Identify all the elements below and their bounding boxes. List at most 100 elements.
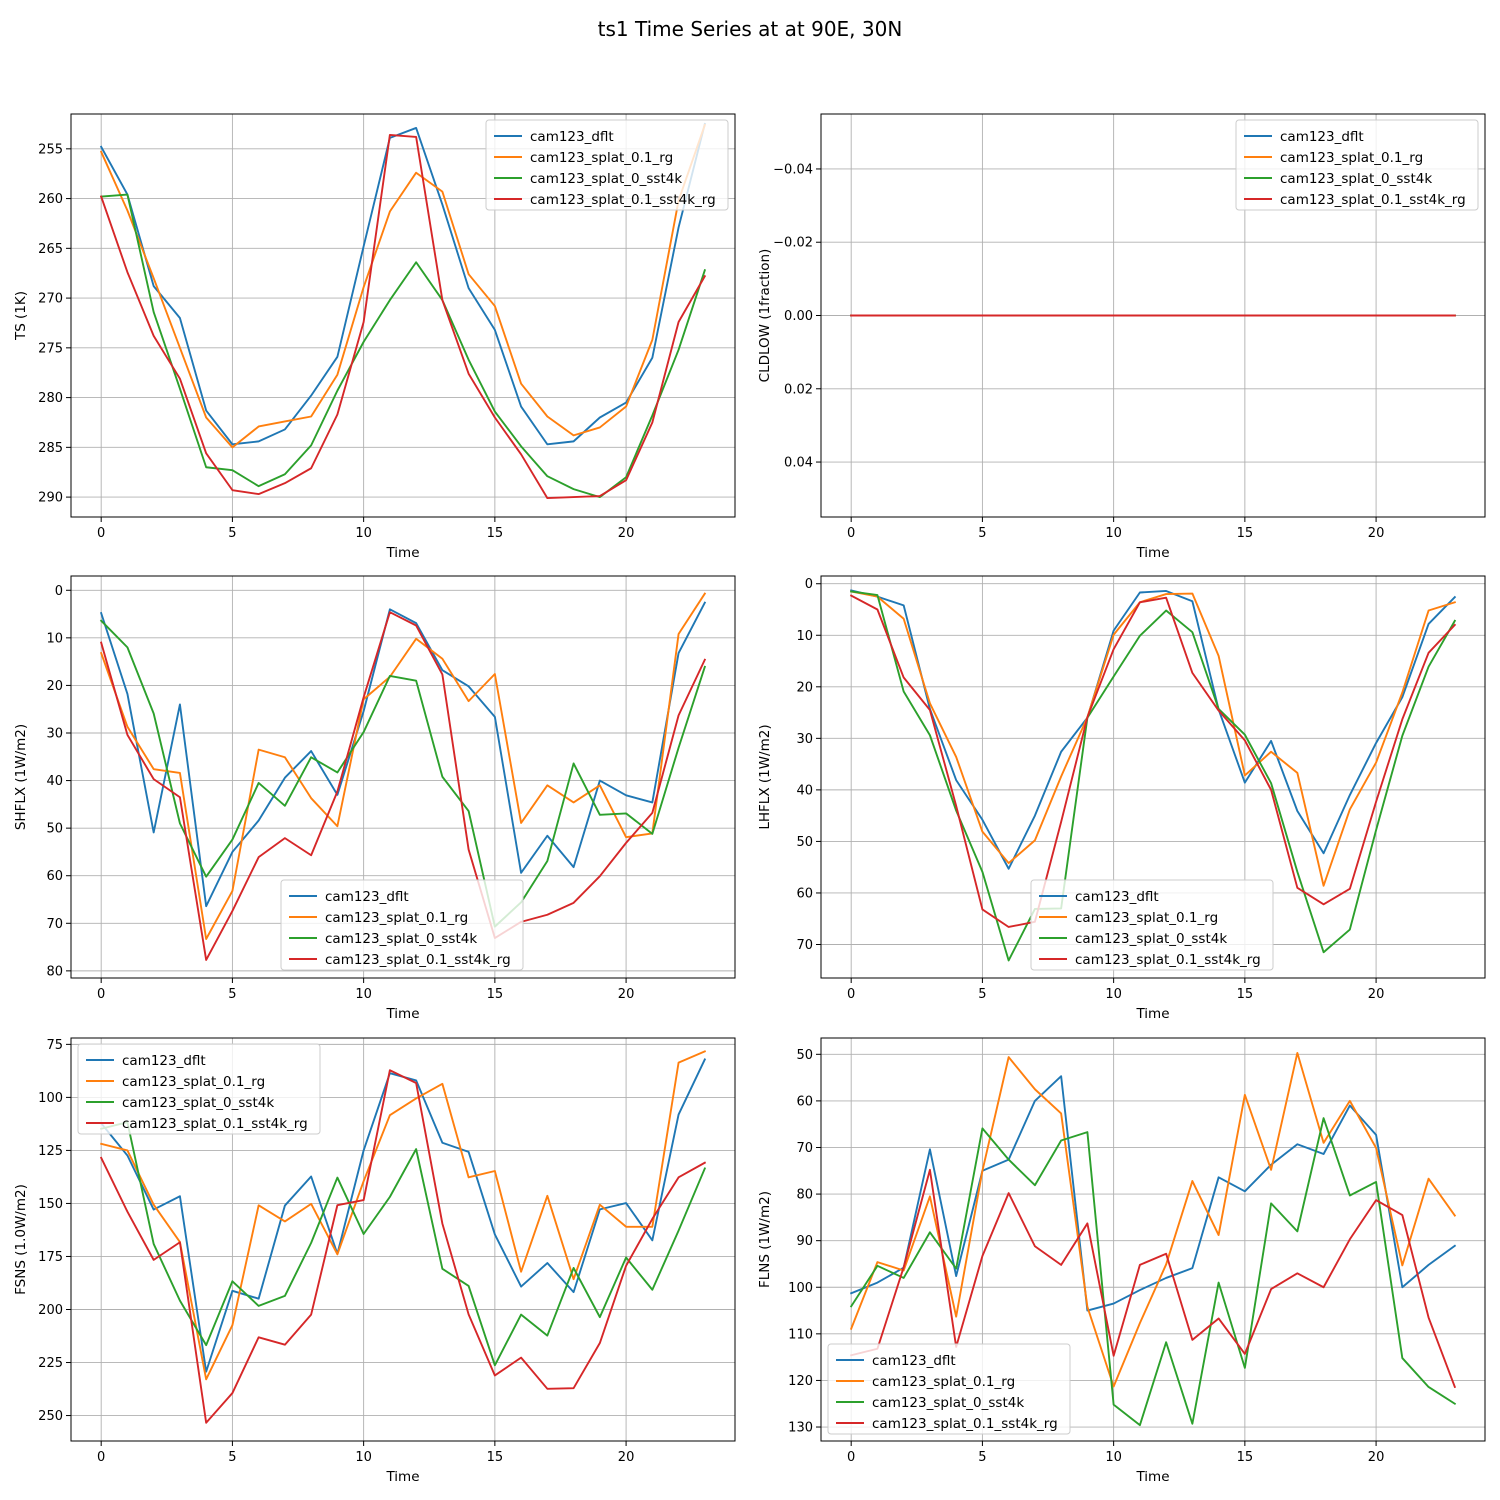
- series-line-cam123_splat_0_sst4k: [849, 1117, 1457, 1427]
- x-axis-label: Time: [385, 1006, 419, 1022]
- y-axis-label: SHFLX (1W/m2): [13, 724, 29, 830]
- legend-label: cam123_splat_0_sst4k: [122, 1095, 274, 1111]
- legend-label: cam123_splat_0.1_rg: [122, 1074, 265, 1090]
- axes-frame: [70, 1037, 736, 1442]
- x-tick-label: 5: [228, 1450, 236, 1465]
- x-tick-label: 10: [355, 987, 372, 1002]
- legend-box: [485, 119, 729, 211]
- x-tick-label: 10: [1105, 526, 1122, 541]
- x-tick-label: 5: [978, 1450, 986, 1465]
- y-axis-label: LHFLX (1W/m2): [757, 724, 773, 829]
- axes-frame: [70, 575, 736, 979]
- y-tick-label: 290: [38, 491, 63, 506]
- y-tick-label: 260: [38, 192, 63, 207]
- y-axis-label: FSNS (1.0W/m2): [13, 1184, 29, 1295]
- x-axis-label: Time: [1135, 1469, 1169, 1485]
- legend: cam123_dflt cam123_splat_0.1_rg cam123_spl…: [827, 1343, 1071, 1435]
- legend-box: [77, 1043, 321, 1135]
- legend: cam123_dflt cam123_splat_0.1_rg cam123_spl…: [485, 119, 729, 211]
- series-line-cam123_splat_0.1_sst4k_rg: [100, 611, 707, 961]
- y-tick-label: 280: [38, 391, 63, 406]
- series-line-cam123_splat_0_sst4k: [100, 193, 707, 499]
- series-line-cam123_splat_0_sst4k: [850, 590, 1457, 962]
- legend-label: cam123_splat_0.1_sst4k_rg: [872, 1416, 1058, 1432]
- series-line-cam123_splat_0.1_rg: [99, 123, 707, 449]
- figure-title: ts1 Time Series at at 90E, 30N: [598, 17, 903, 41]
- y-tick-label: 40: [46, 774, 63, 789]
- legend: cam123_dflt cam123_splat_0.1_rg cam123_spl…: [280, 879, 524, 971]
- legend-box: [1235, 119, 1479, 211]
- x-tick-label: 10: [355, 526, 372, 541]
- legend-label: cam123_splat_0_sst4k: [872, 1395, 1024, 1411]
- y-tick-label: 50: [796, 1048, 813, 1063]
- legend: cam123_dflt cam123_splat_0.1_rg cam123_spl…: [1235, 119, 1479, 211]
- x-tick-label: 5: [228, 526, 236, 541]
- x-tick-label: 0: [97, 1450, 105, 1465]
- y-tick-label: 0.04: [784, 456, 813, 471]
- legend-box: [280, 879, 524, 971]
- y-tick-label: 110: [788, 1327, 813, 1342]
- legend-box: [827, 1343, 1071, 1435]
- x-tick-label: 15: [1237, 987, 1254, 1002]
- x-axis-label: Time: [1135, 1006, 1169, 1022]
- legend: cam123_dflt cam123_splat_0.1_rg cam123_spl…: [1030, 879, 1274, 971]
- axes-frame: [70, 113, 736, 518]
- series-line-cam123_dflt: [99, 122, 706, 446]
- legend-label: cam123_dflt: [1075, 889, 1159, 905]
- legend-label: cam123_splat_0.1_rg: [1075, 910, 1218, 926]
- x-tick-label: 20: [1368, 1450, 1385, 1465]
- y-tick-label: 10: [46, 631, 63, 646]
- legend-label: cam123_splat_0_sst4k: [1075, 931, 1227, 947]
- series-line-cam123_splat_0.1_sst4k_rg: [99, 133, 707, 500]
- y-axis-label: TS (1K): [13, 291, 29, 341]
- y-tick-label: 0: [805, 577, 813, 592]
- legend-label: cam123_dflt: [1280, 129, 1364, 145]
- y-tick-label: 60: [796, 1094, 813, 1109]
- series-line-cam123_splat_0.1_sst4k_rg: [850, 1168, 1457, 1389]
- y-tick-label: 130: [788, 1421, 813, 1436]
- y-tick-label: 10: [796, 629, 813, 644]
- legend-label: cam123_splat_0_sst4k: [1280, 171, 1432, 187]
- y-tick-label: 20: [796, 680, 813, 695]
- y-tick-label: 60: [796, 886, 813, 901]
- y-tick-label: 255: [38, 142, 63, 157]
- subplot-4: 0 5 10 15 20 0 10 20 30 40 50 60 70 Time LHFLX (1W/m2)…: [757, 575, 1486, 1022]
- y-tick-label: 90: [796, 1234, 813, 1249]
- legend-label: cam123_splat_0_sst4k: [325, 931, 477, 947]
- x-tick-label: 0: [847, 987, 855, 1002]
- y-tick-label: 100: [38, 1091, 63, 1106]
- subplot-6: 0 5 10 15 20 50 60 70 80 90 100 110 120 130 Time FLNS (…: [757, 1037, 1486, 1485]
- x-tick-label: 15: [487, 987, 504, 1002]
- legend-label: cam123_splat_0.1_rg: [872, 1374, 1015, 1390]
- y-tick-label: 75: [46, 1038, 63, 1053]
- x-tick-label: 20: [1368, 526, 1385, 541]
- y-tick-label: 0.00: [784, 309, 813, 324]
- x-tick-label: 5: [978, 526, 986, 541]
- legend-label: cam123_splat_0.1_rg: [1280, 150, 1423, 166]
- x-tick-label: 15: [1237, 526, 1254, 541]
- y-tick-label: 70: [46, 917, 63, 932]
- axes-frame: [820, 1037, 1486, 1442]
- y-tick-label: 70: [796, 1141, 813, 1156]
- x-tick-label: 10: [1105, 987, 1122, 1002]
- legend-label: cam123_splat_0_sst4k: [530, 171, 682, 187]
- y-tick-label: 30: [796, 732, 813, 747]
- x-tick-label: 5: [978, 987, 986, 1002]
- y-tick-label: 150: [38, 1197, 63, 1212]
- y-tick-label: 60: [46, 869, 63, 884]
- y-tick-label: 175: [38, 1250, 63, 1265]
- legend-label: cam123_splat_0.1_rg: [325, 910, 468, 926]
- legend-label: cam123_dflt: [872, 1353, 956, 1369]
- x-tick-label: 20: [618, 526, 635, 541]
- subplot-3: 0 5 10 15 20 0 10 20 30 40 50 60 70 80 Time SHFLX (1W/m…: [13, 575, 736, 1022]
- y-tick-label: 250: [38, 1409, 63, 1424]
- x-tick-label: 20: [618, 987, 635, 1002]
- y-tick-label: 270: [38, 292, 63, 307]
- x-tick-label: 0: [97, 987, 105, 1002]
- legend-label: cam123_dflt: [325, 889, 409, 905]
- y-tick-label: 200: [38, 1303, 63, 1318]
- y-tick-label: 70: [796, 938, 813, 953]
- legend-label: cam123_splat_0.1_sst4k_rg: [1280, 192, 1466, 208]
- subplot-2: 0 5 10 15 20 −0.04 −0.02 0.00 0.02 0.04 Time CLDLOW…: [757, 113, 1486, 561]
